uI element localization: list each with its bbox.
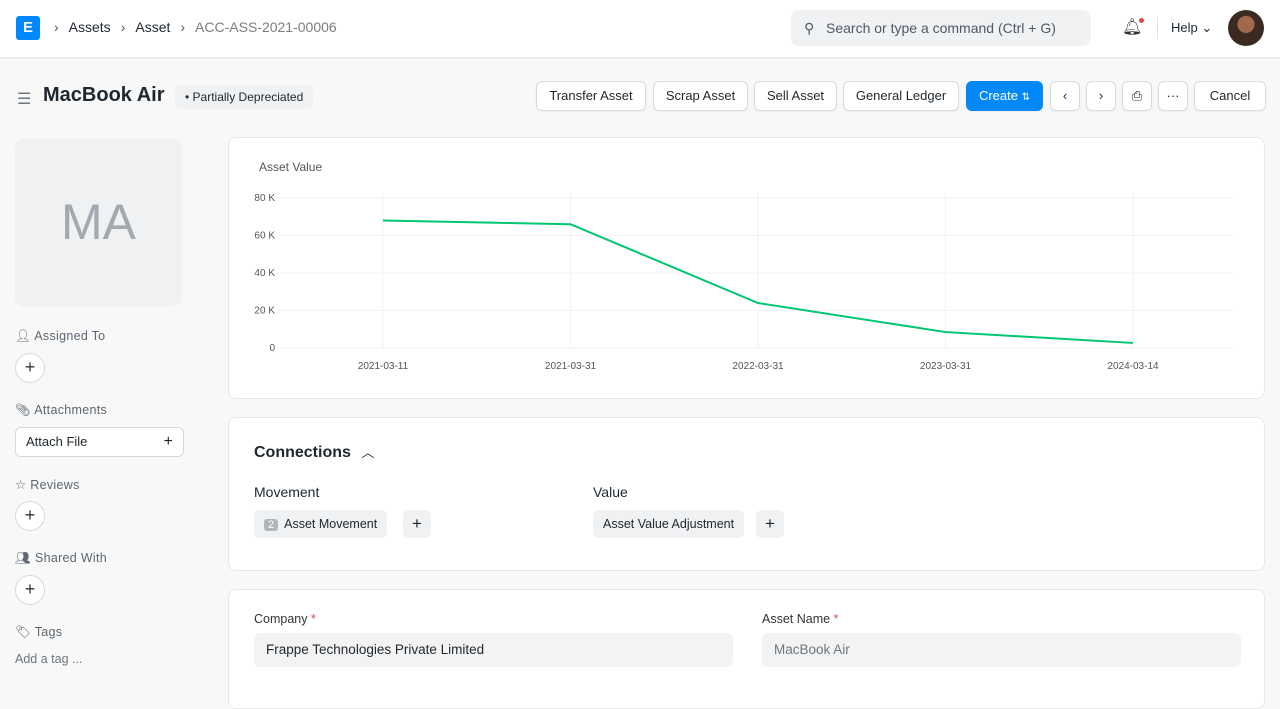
navbar: E › Assets › Asset › ACC-ASS-2021-00006 …: [0, 0, 1280, 58]
count-badge: 2: [264, 519, 279, 531]
help-dropdown[interactable]: Help ⌄: [1171, 20, 1212, 36]
asset-value-line: [382, 219, 1134, 344]
attach-file-button[interactable]: Attach File +: [15, 427, 184, 457]
shared-with-text: Shared With: [34, 551, 108, 565]
chevron-right-icon: ›: [54, 19, 59, 35]
updown-icon: ⇅: [1021, 92, 1031, 103]
y-tick-label: 60 K: [254, 231, 275, 242]
divider: [1157, 17, 1158, 39]
company-field[interactable]: Frappe Technologies Private Limited: [254, 633, 733, 667]
breadcrumb-assets[interactable]: Assets: [68, 19, 111, 35]
next-button[interactable]: ›: [1086, 81, 1116, 111]
asset-movement-link[interactable]: 2 Asset Movement: [254, 510, 388, 538]
chevron-up-icon: ︿: [361, 445, 375, 460]
share-add-button[interactable]: +: [15, 575, 45, 605]
scrap-asset-button[interactable]: Scrap Asset: [653, 81, 748, 111]
x-tick-label: 2021-03-31: [545, 361, 597, 372]
assigned-to-label: 👤︎ Assigned To: [15, 329, 105, 344]
asset-name-label: Asset Name *: [762, 612, 838, 626]
print-button[interactable]: ⎙: [1122, 81, 1152, 111]
app-logo[interactable]: E: [16, 16, 40, 40]
user-add-icon: 👤︎: [15, 329, 32, 343]
x-tick-label: 2023-03-31: [920, 361, 972, 372]
search-icon: ⚲: [804, 20, 815, 36]
asset-name-label-text: Asset Name: [762, 612, 831, 626]
plus-icon: +: [163, 433, 173, 450]
connections-title[interactable]: Connections ︿: [254, 442, 374, 462]
chevron-right-icon: ›: [120, 19, 126, 35]
asset-movement-label: Asset Movement: [284, 517, 378, 531]
y-tick-label: 40 K: [254, 268, 275, 279]
add-tag-link[interactable]: Add a tag ...: [15, 652, 83, 666]
breadcrumb-asset[interactable]: Asset: [135, 19, 171, 35]
asset-value-chart: Asset Value 0 20 K 40 K 60 K 80 K 2021-03-11 2…: [254, 160, 1233, 372]
x-tick-label: 2022-03-31: [732, 361, 784, 372]
help-label: Help: [1171, 20, 1198, 35]
search-input[interactable]: ⚲ Search or type a command (Ctrl + G): [791, 10, 1091, 46]
notification-bell-icon[interactable]: 🔔︎: [1122, 18, 1145, 36]
tag-icon: 🏷︎: [15, 625, 32, 639]
paperclip-icon: 📎︎: [15, 403, 32, 417]
sidebar-toggle-icon[interactable]: ☰: [17, 91, 32, 108]
breadcrumb: › Assets › Asset › ACC-ASS-2021-00006: [54, 19, 337, 35]
sell-asset-button[interactable]: Sell Asset: [754, 81, 837, 111]
general-ledger-button[interactable]: General Ledger: [843, 81, 959, 111]
value-group-label: Value: [593, 484, 628, 500]
company-label-text: Company: [254, 612, 308, 626]
required-marker: *: [833, 612, 839, 626]
chevron-down-icon: ⌄: [1201, 20, 1213, 35]
y-tick-label: 20 K: [254, 306, 275, 317]
y-tick-label: 0: [269, 343, 275, 354]
assigned-to-text: Assigned To: [34, 329, 106, 343]
chart-card: Asset Value 0 20 K 40 K 60 K 80 K 2021-03-11 2…: [228, 137, 1265, 399]
attachments-text: Attachments: [34, 403, 108, 417]
asset-name-field[interactable]: MacBook Air: [762, 633, 1241, 667]
breadcrumb-current: ACC-ASS-2021-00006: [195, 19, 337, 35]
reviews-label: ☆ Reviews: [15, 477, 80, 492]
add-asset-value-adjustment-button[interactable]: +: [756, 510, 784, 538]
page-title: MacBook Air: [43, 84, 165, 106]
tags-text: Tags: [34, 625, 63, 639]
chevron-left-icon: ‹: [1062, 88, 1068, 103]
form-card: Company * Frappe Technologies Private Li…: [228, 589, 1265, 709]
assign-add-button[interactable]: +: [15, 353, 45, 383]
chevron-right-icon: ›: [180, 19, 186, 35]
create-button[interactable]: Create ⇅: [966, 81, 1043, 111]
shared-with-label: 👥︎ Shared With: [15, 551, 107, 566]
asset-value-adjustment-link[interactable]: Asset Value Adjustment: [593, 510, 745, 538]
add-asset-movement-button[interactable]: +: [403, 510, 431, 538]
y-tick-label: 80 K: [254, 193, 275, 204]
required-marker: *: [310, 612, 316, 626]
transfer-asset-button[interactable]: Transfer Asset: [536, 81, 646, 111]
x-tick-label: 2021-03-11: [358, 361, 409, 372]
cancel-button[interactable]: Cancel: [1194, 81, 1266, 111]
tags-label: 🏷︎ Tags: [15, 625, 62, 640]
chart-title: Asset Value: [259, 160, 322, 174]
connections-card: Connections ︿ Movement 2 Asset Movement +…: [228, 417, 1265, 571]
reviews-text: Reviews: [30, 478, 80, 492]
search-placeholder: Search or type a command (Ctrl + G): [826, 20, 1056, 36]
status-text: Partially Depreciated: [192, 90, 304, 104]
attachments-label: 📎︎ Attachments: [15, 403, 107, 418]
movement-group-label: Movement: [254, 484, 320, 500]
more-button[interactable]: ···: [1158, 81, 1188, 111]
asset-image-placeholder[interactable]: MA: [15, 139, 182, 306]
printer-icon: ⎙: [1131, 88, 1143, 103]
star-icon: ☆: [15, 478, 27, 492]
chevron-right-icon: ›: [1098, 88, 1104, 103]
company-label: Company *: [254, 612, 316, 626]
user-avatar[interactable]: [1228, 10, 1264, 46]
more-icon: ···: [1166, 88, 1180, 103]
attach-file-label: Attach File: [26, 434, 88, 449]
x-tick-label: 2024-03-14: [1107, 361, 1159, 372]
review-add-button[interactable]: +: [15, 501, 45, 531]
create-label: Create: [978, 88, 1018, 103]
connections-title-text: Connections: [254, 444, 351, 461]
previous-button[interactable]: ‹: [1050, 81, 1080, 111]
status-badge: • Partially Depreciated: [175, 85, 314, 109]
users-icon: 👥︎: [15, 551, 32, 565]
